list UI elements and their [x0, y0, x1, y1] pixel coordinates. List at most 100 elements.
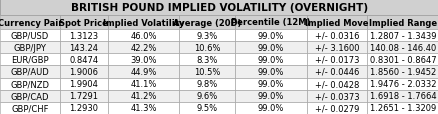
Text: 1.9006: 1.9006: [69, 67, 98, 76]
Text: 143.24: 143.24: [69, 43, 98, 52]
Text: 1.9904: 1.9904: [69, 79, 98, 88]
Bar: [0, 90, 60, 102]
Text: 1.7291: 1.7291: [69, 91, 98, 100]
Text: GBP/USD: GBP/USD: [11, 31, 49, 40]
Text: +/- 3.1600: +/- 3.1600: [314, 43, 358, 52]
Bar: [60, 90, 107, 102]
Text: 39.0%: 39.0%: [130, 55, 156, 64]
Bar: [107, 90, 179, 102]
Text: Currency Pair: Currency Pair: [0, 18, 62, 27]
Bar: [179, 30, 234, 42]
Bar: [367, 90, 438, 102]
Text: Implied Range: Implied Range: [368, 18, 436, 27]
Text: 9.3%: 9.3%: [196, 31, 217, 40]
Bar: [306, 42, 367, 54]
Text: GBP/CAD: GBP/CAD: [11, 91, 49, 100]
Text: 46.0%: 46.0%: [130, 31, 156, 40]
Bar: [306, 16, 367, 30]
Bar: [367, 78, 438, 90]
Text: 9.5%: 9.5%: [196, 104, 217, 112]
Text: 41.3%: 41.3%: [130, 104, 156, 112]
Text: 99.0%: 99.0%: [257, 31, 283, 40]
Bar: [234, 54, 306, 66]
Text: Implied Volatility: Implied Volatility: [102, 18, 184, 27]
Text: 0.8301 - 0.8647: 0.8301 - 0.8647: [369, 55, 435, 64]
Text: GBP/AUD: GBP/AUD: [11, 67, 49, 76]
Bar: [234, 78, 306, 90]
Text: +/- 0.0446: +/- 0.0446: [314, 67, 358, 76]
Text: +/- 0.0173: +/- 0.0173: [314, 55, 358, 64]
Bar: [179, 90, 234, 102]
Text: GBP/JPY: GBP/JPY: [14, 43, 46, 52]
Bar: [107, 66, 179, 78]
Text: 41.1%: 41.1%: [130, 79, 156, 88]
Text: 99.0%: 99.0%: [257, 91, 283, 100]
Bar: [234, 90, 306, 102]
Text: GBP/CHF: GBP/CHF: [11, 104, 49, 112]
Bar: [107, 42, 179, 54]
Text: 140.08 - 146.40: 140.08 - 146.40: [369, 43, 435, 52]
Bar: [0, 78, 60, 90]
Text: 99.0%: 99.0%: [257, 79, 283, 88]
Text: 8.3%: 8.3%: [196, 55, 217, 64]
Bar: [0, 0, 438, 16]
Text: GBP/NZD: GBP/NZD: [11, 79, 49, 88]
Text: 9.8%: 9.8%: [196, 79, 217, 88]
Bar: [107, 30, 179, 42]
Text: Percentile (12M): Percentile (12M): [231, 18, 310, 27]
Bar: [179, 54, 234, 66]
Bar: [107, 102, 179, 114]
Text: 10.5%: 10.5%: [194, 67, 220, 76]
Text: 99.0%: 99.0%: [257, 43, 283, 52]
Text: 1.3123: 1.3123: [69, 31, 98, 40]
Text: +/- 0.0428: +/- 0.0428: [314, 79, 358, 88]
Text: 1.6918 - 1.7664: 1.6918 - 1.7664: [369, 91, 435, 100]
Bar: [234, 30, 306, 42]
Bar: [0, 54, 60, 66]
Bar: [179, 42, 234, 54]
Bar: [60, 54, 107, 66]
Text: +/- 0.0279: +/- 0.0279: [314, 104, 358, 112]
Bar: [107, 78, 179, 90]
Bar: [234, 42, 306, 54]
Text: 1.2930: 1.2930: [69, 104, 98, 112]
Bar: [179, 16, 234, 30]
Bar: [0, 66, 60, 78]
Bar: [107, 54, 179, 66]
Bar: [367, 16, 438, 30]
Bar: [60, 66, 107, 78]
Bar: [234, 16, 306, 30]
Text: 1.9476 - 2.0332: 1.9476 - 2.0332: [369, 79, 435, 88]
Bar: [0, 42, 60, 54]
Bar: [179, 78, 234, 90]
Bar: [107, 16, 179, 30]
Bar: [367, 102, 438, 114]
Text: 1.2651 - 1.3209: 1.2651 - 1.3209: [369, 104, 435, 112]
Text: BRITISH POUND IMPLIED VOLATILITY (OVERNIGHT): BRITISH POUND IMPLIED VOLATILITY (OVERNI…: [71, 3, 367, 13]
Bar: [60, 42, 107, 54]
Bar: [306, 30, 367, 42]
Bar: [0, 102, 60, 114]
Text: +/- 0.0373: +/- 0.0373: [314, 91, 359, 100]
Bar: [179, 66, 234, 78]
Text: 41.2%: 41.2%: [130, 91, 156, 100]
Text: 10.6%: 10.6%: [194, 43, 220, 52]
Bar: [306, 66, 367, 78]
Bar: [306, 90, 367, 102]
Text: 42.2%: 42.2%: [130, 43, 156, 52]
Bar: [306, 54, 367, 66]
Bar: [60, 30, 107, 42]
Text: +/- 0.0316: +/- 0.0316: [314, 31, 358, 40]
Bar: [0, 16, 60, 30]
Text: Spot Price: Spot Price: [59, 18, 108, 27]
Bar: [367, 30, 438, 42]
Bar: [60, 102, 107, 114]
Bar: [0, 30, 60, 42]
Text: 99.0%: 99.0%: [257, 104, 283, 112]
Bar: [234, 66, 306, 78]
Text: 99.0%: 99.0%: [257, 67, 283, 76]
Text: Implied Move: Implied Move: [304, 18, 368, 27]
Bar: [367, 42, 438, 54]
Text: 0.8474: 0.8474: [69, 55, 98, 64]
Bar: [179, 102, 234, 114]
